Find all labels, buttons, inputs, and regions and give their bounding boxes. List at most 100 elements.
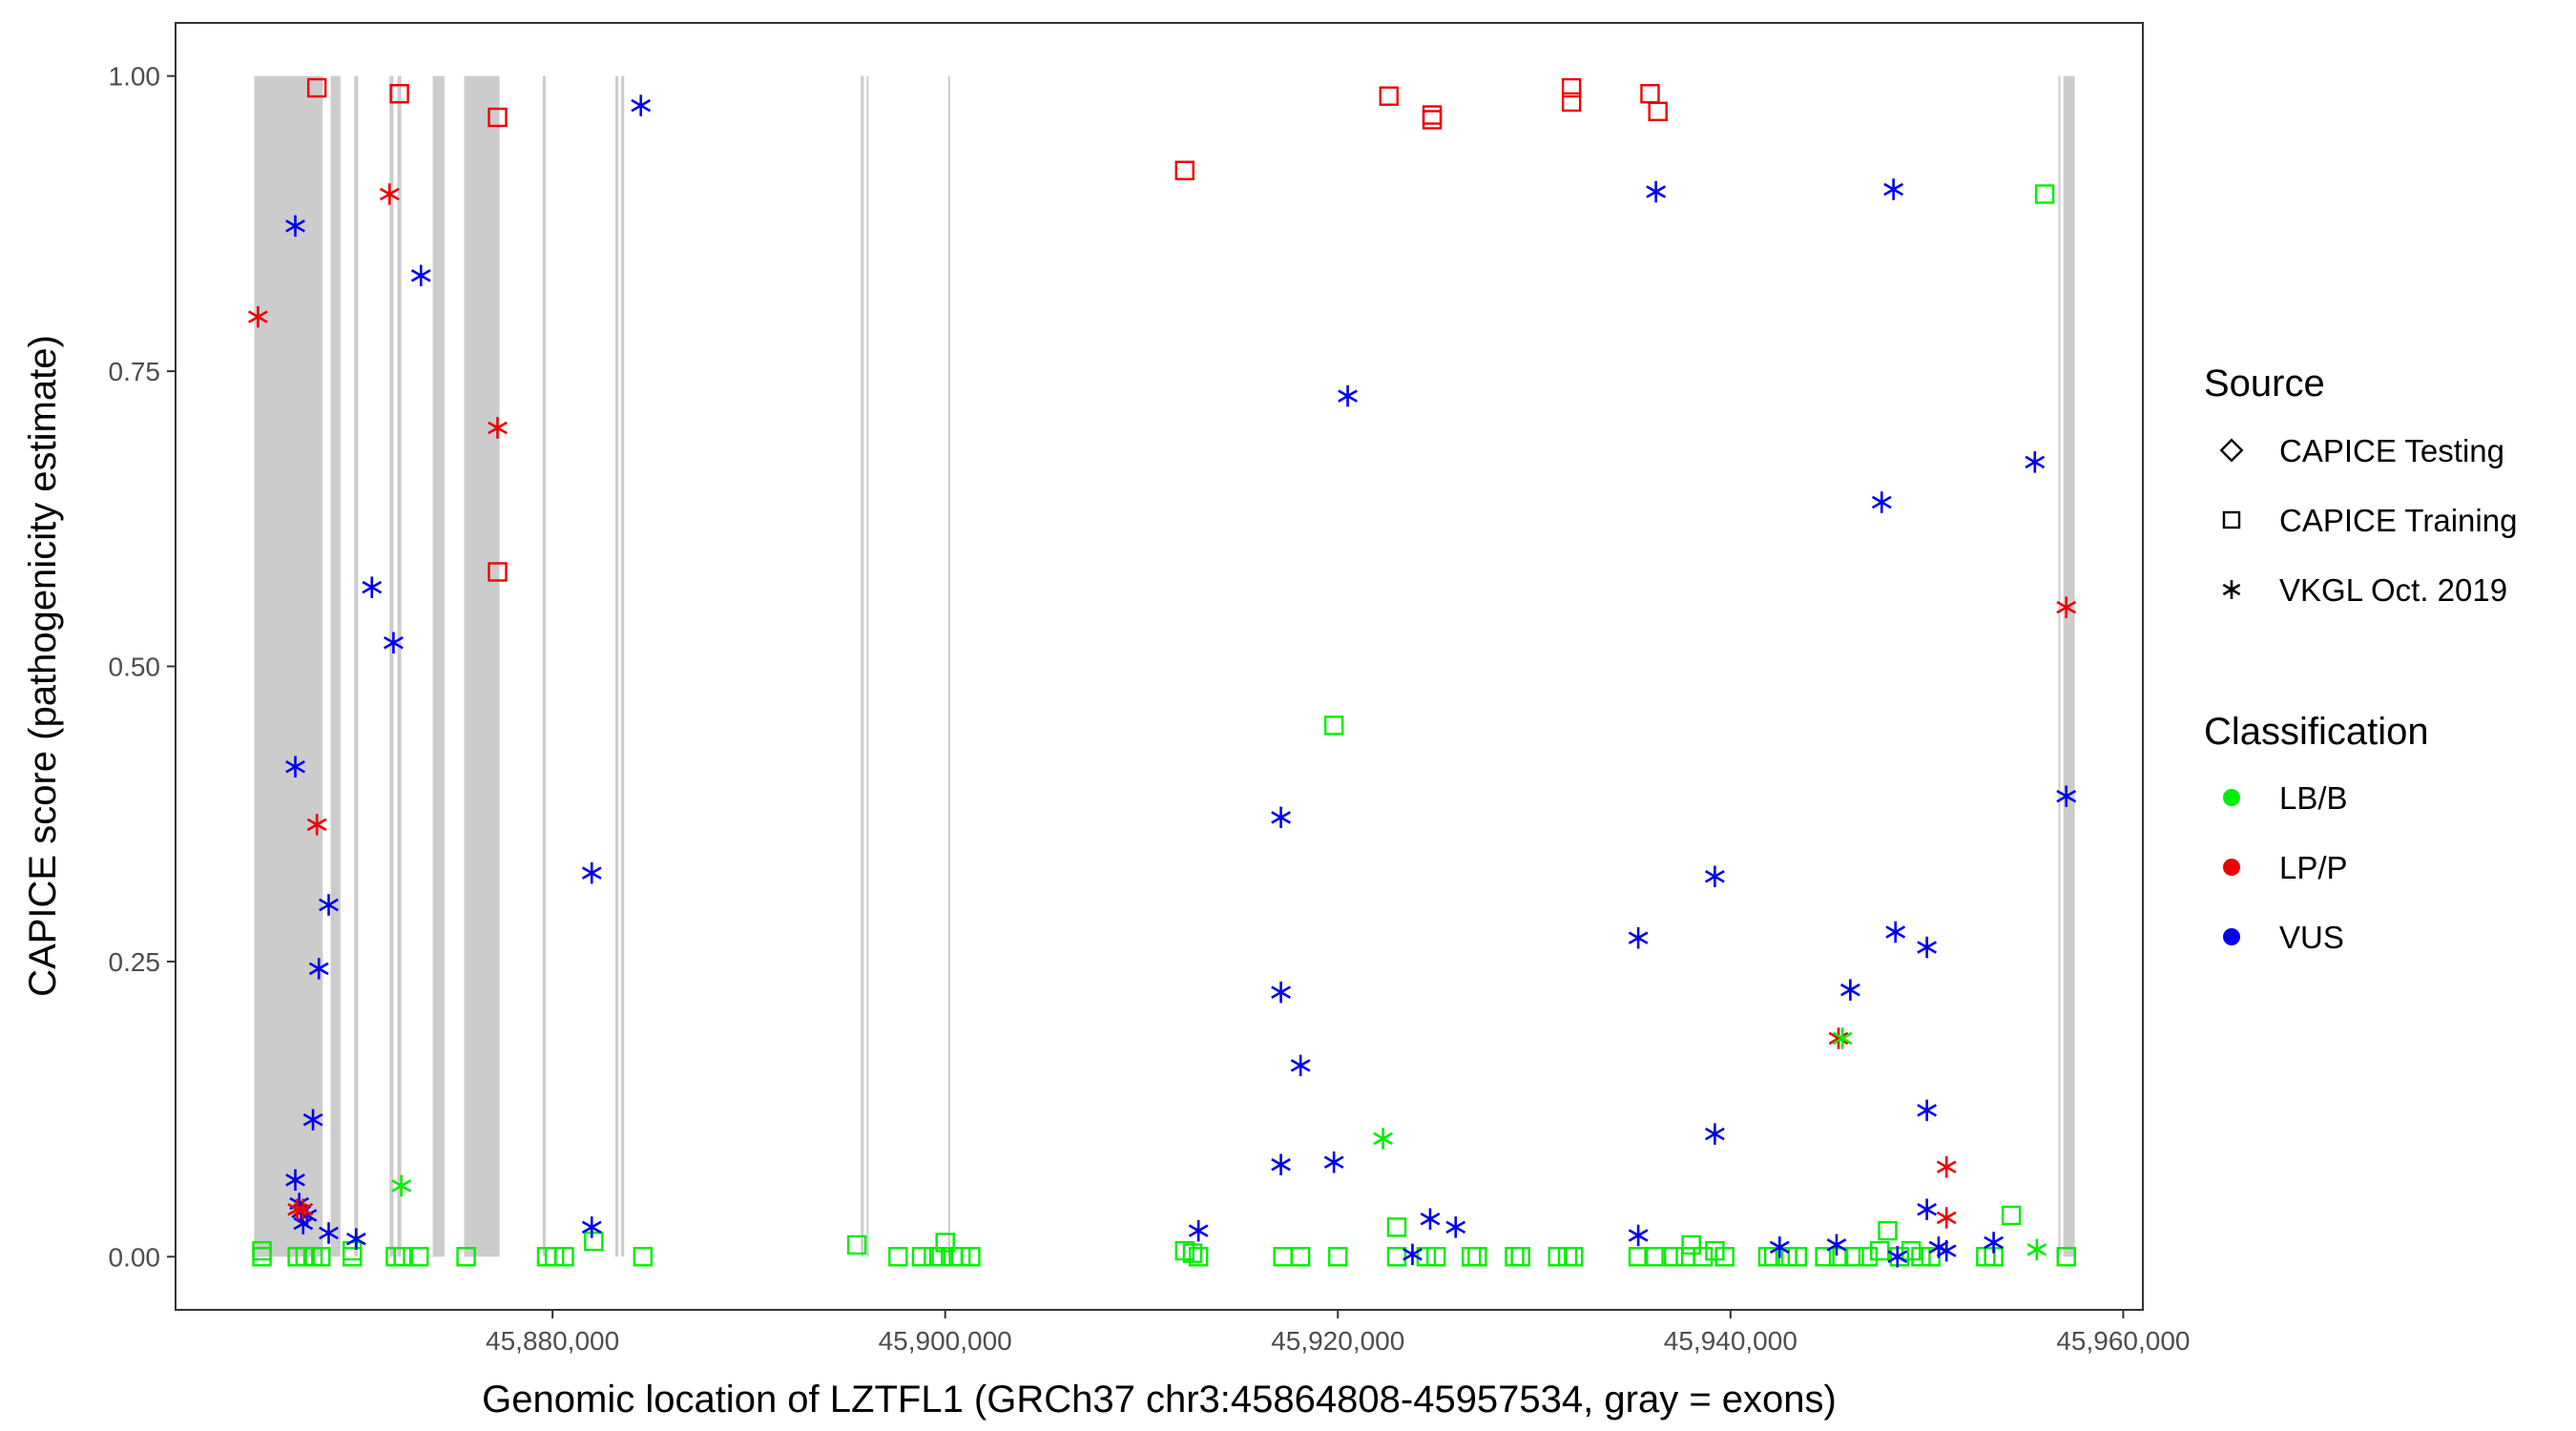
legend-key-dot <box>2223 859 2240 876</box>
legend-label: LP/P <box>2279 850 2348 885</box>
data-point <box>1373 1128 1393 1150</box>
data-point <box>1510 1247 1530 1267</box>
data-point <box>1628 1224 1649 1247</box>
y-tick-label: 0.50 <box>109 653 161 682</box>
data-point <box>1917 1198 1938 1221</box>
exon-band <box>2063 75 2075 1257</box>
exon-band <box>432 75 445 1257</box>
legend-label: CAPICE Testing <box>2279 433 2504 468</box>
data-point <box>581 1216 602 1238</box>
data-point <box>311 1247 331 1267</box>
data-point <box>846 1234 867 1255</box>
y-tick-label: 1.00 <box>109 62 161 92</box>
data-point <box>1290 1247 1311 1267</box>
exon-band <box>542 75 546 1257</box>
data-point <box>1628 926 1649 949</box>
data-point <box>2001 1205 2022 1226</box>
data-point <box>554 1247 574 1267</box>
series-vkgl-oct-2019-lp-p <box>248 183 2077 1229</box>
data-point <box>252 1247 272 1267</box>
data-point <box>488 107 508 128</box>
exon-band <box>2058 75 2061 1257</box>
data-point <box>1422 110 1443 130</box>
data-point <box>1901 1240 1922 1261</box>
data-point <box>1763 1247 1784 1267</box>
data-point <box>285 1169 305 1192</box>
data-point <box>1887 1246 1908 1268</box>
x-tick-label: 45,900,000 <box>879 1326 1012 1356</box>
data-point <box>408 1247 429 1267</box>
data-point <box>456 1247 476 1267</box>
legend-source-items: CAPICE Testing CAPICE Training VKGL Oct. 2… <box>2219 433 2517 608</box>
exon-band <box>397 75 402 1257</box>
exon-band <box>614 75 619 1257</box>
data-point <box>384 632 404 653</box>
data-point <box>1858 1247 1879 1267</box>
data-point <box>633 1247 653 1267</box>
data-point <box>1564 1247 1584 1267</box>
data-point <box>1271 806 1291 829</box>
data-point <box>379 183 400 205</box>
y-tick-label: 0.00 <box>109 1242 161 1272</box>
legend-title-source: Source <box>2204 363 2325 404</box>
data-point <box>1828 1247 1849 1267</box>
exon-band <box>866 75 869 1257</box>
data-point <box>1826 1234 1847 1256</box>
data-point <box>1386 1247 1407 1267</box>
data-point <box>1663 1247 1684 1267</box>
series-vkgl-oct-2019-vus <box>285 94 2077 1268</box>
data-point <box>319 1222 339 1244</box>
data-point <box>1548 1247 1568 1267</box>
data-point <box>961 1247 981 1267</box>
data-point <box>1984 1232 2004 1254</box>
data-point <box>302 1109 323 1130</box>
data-point <box>1646 180 1667 203</box>
legend-label: VUS <box>2279 920 2344 955</box>
data-point <box>1379 86 1399 106</box>
data-point <box>2025 451 2046 473</box>
data-point <box>293 1198 314 1221</box>
data-point <box>308 958 329 980</box>
data-point <box>1182 1243 1203 1263</box>
data-point <box>2026 1238 2047 1261</box>
legend-label: CAPICE Training <box>2279 503 2517 538</box>
legend-title-classification: Classification <box>2204 711 2429 753</box>
exon-band <box>330 75 341 1257</box>
data-point <box>343 1247 363 1267</box>
data-point <box>1889 1247 1910 1267</box>
data-point <box>1386 1217 1407 1237</box>
exon-band <box>861 75 864 1257</box>
data-point <box>1787 1247 1808 1267</box>
data-point <box>1561 92 1582 113</box>
data-point <box>306 814 327 836</box>
data-point <box>1828 1027 1849 1049</box>
data-point <box>1271 1153 1291 1176</box>
legend-key-dot <box>2223 789 2240 806</box>
data-point <box>393 1247 413 1267</box>
data-point <box>345 1228 366 1250</box>
data-point <box>1271 981 1291 1004</box>
data-point <box>1844 1247 1864 1267</box>
data-point <box>285 215 305 238</box>
data-point <box>391 1174 412 1197</box>
y-tick-label: 0.75 <box>109 357 161 386</box>
data-point <box>544 1247 565 1267</box>
data-point <box>1174 160 1195 180</box>
data-point <box>631 94 652 116</box>
legend-label: VKGL Oct. 2019 <box>2279 572 2507 608</box>
data-point <box>1467 1247 1487 1267</box>
exon-bands <box>254 75 2075 1257</box>
data-point <box>1420 1208 1441 1230</box>
data-point <box>1323 1151 1344 1173</box>
data-point <box>584 1232 604 1252</box>
data-point <box>1769 1236 1790 1258</box>
legend-key-diamond <box>2219 438 2244 463</box>
data-point <box>1693 1247 1714 1267</box>
data-point <box>2056 596 2077 618</box>
data-point <box>1328 1247 1348 1267</box>
data-point <box>1402 1243 1423 1266</box>
data-point <box>1425 1247 1446 1267</box>
x-tick-label: 45,880,000 <box>486 1326 619 1356</box>
data-point <box>1885 921 1906 944</box>
legend-key-square <box>2222 510 2241 529</box>
